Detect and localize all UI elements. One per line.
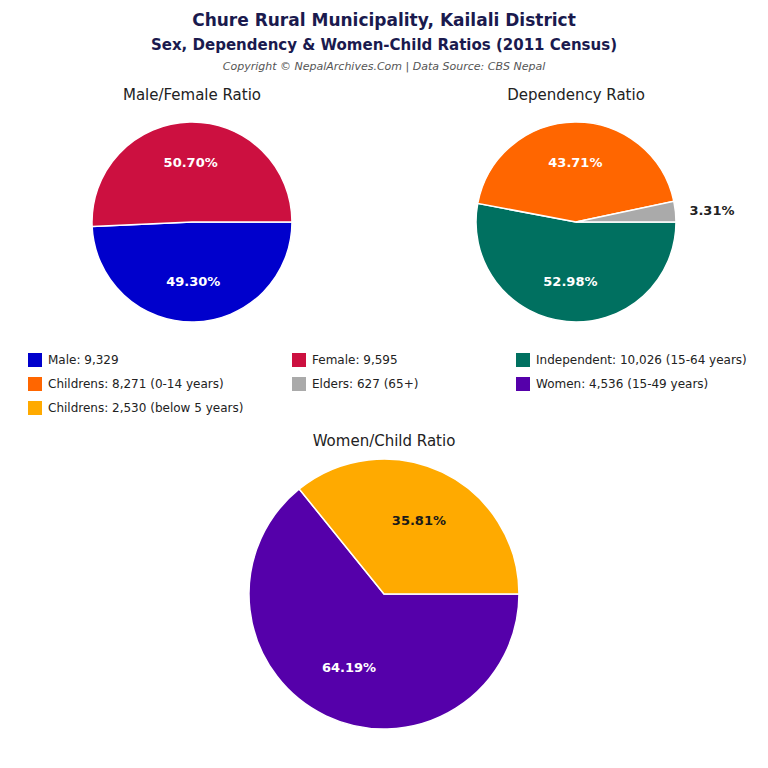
pie-title: Dependency Ratio — [507, 86, 645, 104]
legend-swatch — [516, 377, 530, 391]
legend-label: Elders: 627 (65+) — [312, 377, 418, 391]
data-label: 50.70% — [164, 155, 218, 170]
pie-slice — [576, 201, 676, 222]
data-label: 64.19% — [322, 660, 376, 675]
legend-item: Childrens: 2,530 (below 5 years) — [28, 401, 243, 415]
chart-root: Chure Rural Municipality, Kailali Distri… — [0, 0, 768, 768]
legend-item: Childrens: 8,271 (0-14 years) — [28, 377, 224, 391]
pie-slice — [92, 222, 292, 322]
slices — [476, 122, 676, 322]
legend-item: Independent: 10,026 (15-64 years) — [516, 353, 747, 367]
legend-swatch — [516, 353, 530, 367]
pie-chart: Male/Female Ratio 49.30% 50.70% — [92, 86, 292, 322]
legend-label: Childrens: 8,271 (0-14 years) — [48, 377, 224, 391]
legend-swatch — [28, 353, 42, 367]
annotation: Copyright © NepalArchives.Com | Data Sou… — [223, 60, 545, 73]
pie-slice — [299, 459, 519, 594]
legend-swatch — [292, 377, 306, 391]
legend-item: Women: 4,536 (15-49 years) — [516, 377, 708, 391]
title: Chure Rural Municipality, Kailali Distri… — [192, 10, 576, 30]
pie-chart: Women/Child Ratio 64.19% 35.81% — [249, 432, 519, 729]
data-label: 35.81% — [392, 513, 446, 528]
slices — [249, 459, 519, 729]
legend-item: Male: 9,329 — [28, 353, 119, 367]
data-label: 52.98% — [543, 274, 597, 289]
legend-label: Male: 9,329 — [48, 353, 119, 367]
data-label: 3.31% — [689, 203, 734, 218]
pie-title: Women/Child Ratio — [313, 432, 456, 450]
pie-title: Male/Female Ratio — [123, 86, 261, 104]
data-label: 43.71% — [548, 155, 602, 170]
legend-swatch — [28, 377, 42, 391]
pie-slice — [92, 122, 292, 226]
legend-swatch — [292, 353, 306, 367]
data-label: 49.30% — [166, 274, 220, 289]
legend-label: Women: 4,536 (15-49 years) — [536, 377, 708, 391]
legend-item: Elders: 627 (65+) — [292, 377, 418, 391]
subtitle: Sex, Dependency & Women-Child Ratios (20… — [151, 36, 617, 54]
pie-chart: Dependency Ratio 52.98% 43.71% 3.31% — [476, 86, 734, 322]
data-labels: 52.98% 43.71% 3.31% — [543, 155, 734, 290]
legend-label: Female: 9,595 — [312, 353, 398, 367]
data-labels: 49.30% 50.70% — [164, 155, 221, 290]
legend-item: Female: 9,595 — [292, 353, 398, 367]
legend-label: Independent: 10,026 (15-64 years) — [536, 353, 747, 367]
legend: Male: 9,329 Female: 9,595 Independent: 10,… — [28, 353, 747, 415]
legend-swatch — [28, 401, 42, 415]
legend-label: Childrens: 2,530 (below 5 years) — [48, 401, 243, 415]
data-labels: 64.19% 35.81% — [322, 513, 446, 674]
slices — [92, 122, 292, 322]
